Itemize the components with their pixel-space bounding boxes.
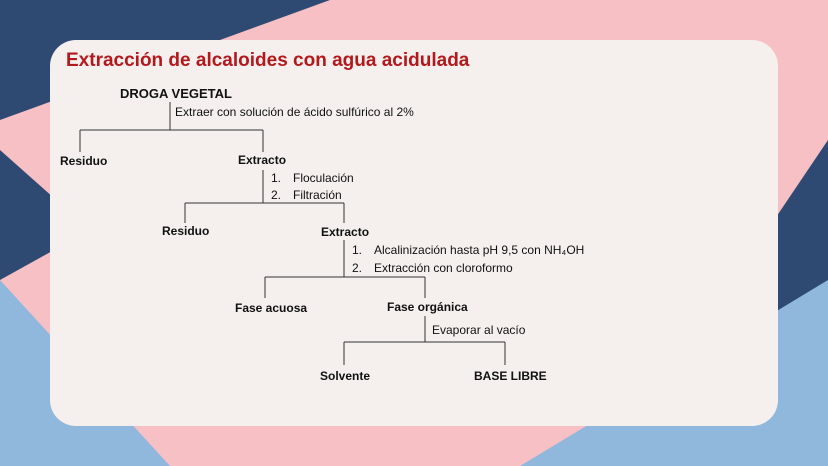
step-list-item: 1. Floculación (271, 171, 354, 185)
step-number: 2. (352, 261, 363, 275)
step-number: 1. (271, 171, 282, 185)
content-card (50, 40, 778, 426)
step-text: Filtración (293, 188, 342, 202)
step-extraction-acid: Extraer con solución de ácido sulfúrico … (175, 105, 414, 119)
node-solvente: Solvente (320, 369, 371, 383)
node-fase-organica: Fase orgánica (387, 300, 468, 314)
node-residuo-2: Residuo (162, 224, 210, 238)
step-text: Floculación (293, 171, 354, 185)
step-text: Extracción con cloroformo (374, 261, 513, 275)
node-residuo-1: Residuo (60, 154, 108, 168)
step-text: Alcalinización hasta pH 9,5 con NH₄OH (374, 243, 585, 257)
step-list-item: 1. Alcalinización hasta pH 9,5 con NH₄OH (352, 243, 584, 257)
step-evaporate: Evaporar al vacío (432, 323, 526, 337)
node-extracto-2: Extracto (321, 225, 370, 239)
node-base-libre: BASE LIBRE (474, 369, 547, 383)
node-droga-vegetal: DROGA VEGETAL (120, 86, 232, 101)
step-list-item: 2. Filtración (271, 188, 342, 202)
step-number: 2. (271, 188, 282, 202)
step-number: 1. (352, 243, 363, 257)
node-fase-acuosa: Fase acuosa (235, 301, 308, 315)
node-extracto-1: Extracto (238, 153, 287, 167)
step-list-item: 2. Extracción con cloroformo (352, 261, 513, 275)
slide-title: Extracción de alcaloides con agua acidul… (66, 50, 470, 71)
